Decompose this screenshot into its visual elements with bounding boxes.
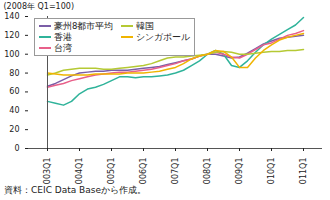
html-text:豪州8都市平均: 豪州8都市平均 [54,21,114,31]
html-text:台湾: 台湾 [54,43,72,53]
svg-text:40: 40 [9,106,19,115]
svg-text:2007Q1: 2007Q1 [171,158,180,185]
svg-text:2004Q1: 2004Q1 [75,158,84,185]
svg-text:2003Q1: 2003Q1 [43,158,52,185]
svg-text:120: 120 [4,31,19,40]
svg-text:60: 60 [9,87,19,96]
html-text:韓国: 韓国 [136,21,155,31]
svg-text:2010Q1: 2010Q1 [267,158,276,185]
svg-text:20: 20 [9,125,19,134]
svg-text:140: 140 [4,12,19,21]
svg-text:2009Q1: 2009Q1 [235,158,244,185]
svg-text:(2008年 Q1=100): (2008年 Q1=100) [4,2,75,11]
svg-text:80: 80 [9,69,19,78]
svg-text:100: 100 [4,50,19,59]
svg-text:2006Q1: 2006Q1 [139,158,148,185]
svg-text:2005Q1: 2005Q1 [107,158,116,185]
html-text:シンガポール: シンガポール [136,32,191,42]
html-text:資料：CEIC Data Baseから作成。: 資料：CEIC Data Baseから作成。 [4,185,146,195]
svg-text:2008Q1: 2008Q1 [203,158,212,185]
svg-text:0: 0 [14,144,19,153]
html-text:香港: 香港 [54,32,72,42]
svg-text:2011Q1: 2011Q1 [299,158,308,185]
